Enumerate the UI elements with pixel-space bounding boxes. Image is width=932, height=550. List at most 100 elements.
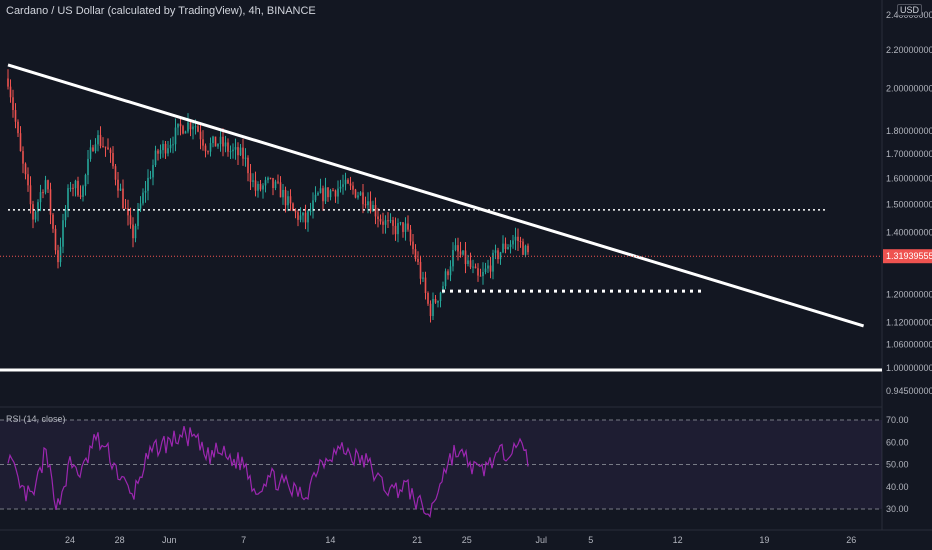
candle-body bbox=[132, 224, 134, 239]
candle-body bbox=[172, 144, 174, 146]
candle-body bbox=[344, 179, 347, 185]
time-tick-label: 28 bbox=[115, 535, 125, 545]
candle-body bbox=[492, 252, 494, 272]
candle-body bbox=[122, 188, 124, 208]
candle-body bbox=[142, 192, 144, 204]
candle-body bbox=[67, 188, 69, 211]
candle-body bbox=[212, 136, 214, 144]
currency-badge[interactable]: USD bbox=[897, 4, 923, 16]
candle-body bbox=[234, 147, 237, 150]
candle-body bbox=[364, 204, 367, 206]
candle-body bbox=[232, 149, 234, 152]
price-tick-label: 1.06000000 bbox=[886, 339, 932, 349]
time-tick-label: 19 bbox=[759, 535, 769, 545]
candle-body bbox=[54, 228, 57, 251]
time-tick-label: 25 bbox=[462, 535, 472, 545]
candle-body bbox=[404, 223, 407, 232]
candle-body bbox=[327, 187, 329, 198]
candle-body bbox=[377, 216, 379, 220]
candle-body bbox=[194, 126, 197, 128]
candle-body bbox=[519, 240, 522, 242]
rsi-tick-label: 30.00 bbox=[886, 504, 909, 514]
candle-body bbox=[209, 143, 212, 152]
candle-body bbox=[202, 139, 204, 146]
candle-body bbox=[504, 243, 507, 250]
candle-body bbox=[29, 185, 32, 205]
last-price-tag bbox=[883, 249, 932, 264]
candle-body bbox=[442, 286, 444, 293]
candle-body bbox=[347, 179, 349, 184]
candle-body bbox=[302, 212, 304, 216]
candle-body bbox=[219, 136, 222, 144]
candle-body bbox=[449, 266, 452, 276]
candle-body bbox=[59, 246, 62, 263]
candle-body bbox=[494, 250, 497, 253]
candle-body bbox=[382, 221, 384, 225]
candle-body bbox=[389, 220, 392, 222]
candle-body bbox=[17, 121, 19, 134]
price-tick-label: 1.80000000 bbox=[886, 126, 932, 136]
rsi-legend: RSI (14, close) bbox=[6, 414, 66, 424]
candle-body bbox=[229, 151, 232, 153]
time-tick-label: Jun bbox=[162, 535, 177, 545]
price-tick-label: 1.50000000 bbox=[886, 199, 932, 209]
time-tick-label: 12 bbox=[673, 535, 683, 545]
candle-body bbox=[349, 183, 352, 186]
candle-body bbox=[527, 245, 529, 253]
candle-body bbox=[402, 222, 404, 232]
candle-body bbox=[204, 145, 207, 152]
candle-body bbox=[317, 192, 319, 195]
candle-body bbox=[109, 149, 112, 153]
candle-body bbox=[474, 266, 477, 269]
candle-body bbox=[189, 122, 192, 130]
candle-body bbox=[367, 201, 369, 206]
candle-body bbox=[9, 86, 12, 98]
candle-body bbox=[7, 78, 9, 87]
candle-body bbox=[47, 180, 49, 190]
candle-body bbox=[247, 157, 249, 174]
time-tick-label: 26 bbox=[846, 535, 856, 545]
candle-body bbox=[514, 236, 517, 241]
candle-body bbox=[24, 163, 27, 175]
candle-body bbox=[387, 220, 389, 222]
candle-body bbox=[477, 268, 479, 276]
candle-body bbox=[94, 144, 97, 152]
candle-body bbox=[352, 185, 354, 190]
candle-body bbox=[197, 126, 199, 132]
candle-body bbox=[337, 188, 339, 197]
candle-body bbox=[452, 249, 454, 267]
candle-body bbox=[409, 229, 412, 242]
candle-body bbox=[429, 303, 432, 317]
candle-body bbox=[187, 122, 189, 132]
price-tick-label: 1.60000000 bbox=[886, 173, 932, 183]
candle-body bbox=[152, 165, 154, 178]
rsi-tick-label: 70.00 bbox=[886, 415, 909, 425]
candle-body bbox=[39, 192, 42, 203]
candle-body bbox=[497, 250, 499, 260]
candle-body bbox=[112, 152, 114, 167]
candle-body bbox=[27, 174, 29, 186]
candle-body bbox=[167, 148, 169, 154]
candle-body bbox=[334, 190, 337, 197]
candle-body bbox=[359, 192, 362, 196]
candle-body bbox=[192, 126, 194, 130]
price-tick-label: 1.40000000 bbox=[886, 227, 932, 237]
candle-body bbox=[272, 178, 274, 189]
rsi-tick-label: 60.00 bbox=[886, 437, 909, 447]
candle-body bbox=[427, 292, 429, 304]
candle-body bbox=[87, 158, 89, 176]
candle-body bbox=[432, 298, 434, 317]
candle-body bbox=[37, 202, 39, 212]
price-tick-label: 1.20000000 bbox=[886, 289, 932, 299]
candle-body bbox=[434, 298, 437, 303]
candles bbox=[7, 69, 529, 323]
candle-body bbox=[207, 151, 209, 153]
candle-body bbox=[32, 204, 34, 220]
candle-body bbox=[472, 266, 474, 268]
rsi-tick-label: 50.00 bbox=[886, 460, 909, 470]
candle-body bbox=[512, 240, 514, 245]
candle-body bbox=[439, 292, 442, 301]
candle-body bbox=[89, 147, 92, 159]
candle-body bbox=[372, 204, 374, 212]
